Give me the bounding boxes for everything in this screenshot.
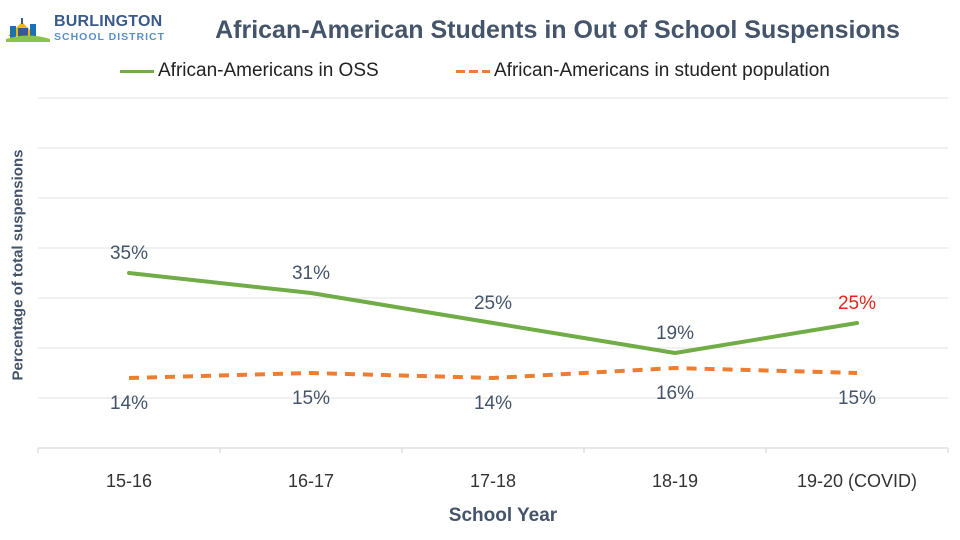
legend-swatch-solid: [120, 70, 154, 73]
x-tick-label: 15-16: [106, 471, 152, 491]
data-label-population: 16%: [656, 383, 694, 404]
legend: African-Americans in OSS African-America…: [120, 58, 920, 84]
data-label-oss: 25%: [474, 293, 512, 314]
data-label-population: 15%: [292, 388, 330, 409]
district-logo: BURLINGTON SCHOOL DISTRICT: [6, 12, 176, 46]
data-label-population: 14%: [474, 393, 512, 414]
data-label-oss: 25%: [838, 293, 876, 314]
logo-subtitle: SCHOOL DISTRICT: [54, 31, 166, 43]
series-line-oss: [127, 271, 859, 355]
data-label-population: 15%: [838, 388, 876, 409]
data-label-oss: 35%: [110, 243, 148, 264]
x-tick-label: 17-18: [470, 471, 516, 491]
x-tick-label: 19-20 (COVID): [797, 471, 917, 491]
data-label-oss: 31%: [292, 263, 330, 284]
legend-label-population: African-Americans in student population: [494, 60, 830, 81]
legend-label-oss: African-Americans in OSS: [158, 60, 379, 81]
chart-title: African-American Students in Out of Scho…: [215, 16, 900, 44]
y-axis-label: Percentage of total suspensions: [9, 149, 27, 381]
legend-swatch-dashed: [456, 70, 490, 73]
x-axis-label: School Year: [448, 505, 558, 526]
school-building-icon: [6, 18, 50, 42]
x-tick-label: 18-19: [652, 471, 698, 491]
data-label-oss: 19%: [656, 323, 694, 344]
data-label-population: 14%: [110, 393, 148, 414]
logo-name: BURLINGTON: [54, 13, 163, 30]
series-line-population: [128, 366, 858, 380]
x-tick-label: 16-17: [288, 471, 334, 491]
